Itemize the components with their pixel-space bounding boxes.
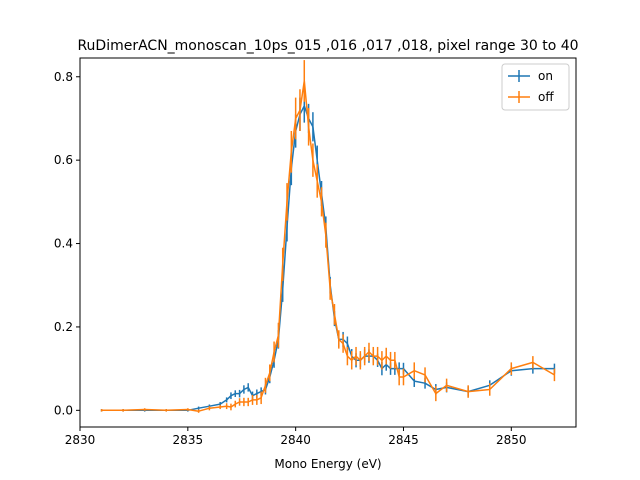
y-axis: 0.0 0.2 0.4 0.6 0.8 [54, 70, 80, 417]
legend-label-on: on [538, 69, 553, 83]
y-tick-label: 0.6 [54, 153, 73, 167]
x-tick-label: 2845 [388, 433, 419, 447]
x-axis-label: Mono Energy (eV) [274, 457, 381, 471]
plot-area [79, 57, 577, 428]
legend-label-off: off [538, 90, 554, 104]
series-off [100, 60, 556, 413]
y-tick-label: 0.2 [54, 320, 73, 334]
series-line-off [101, 80, 555, 412]
y-tick-label: 0.4 [54, 237, 73, 251]
x-axis: 2830 2835 2840 2845 2850 [65, 427, 527, 447]
y-tick-label: 0.0 [54, 403, 73, 417]
series-line-on [101, 105, 555, 412]
chart-title: RuDimerACN_monoscan_10ps_015 ,016 ,017 ,… [77, 38, 578, 54]
series-on [100, 89, 556, 412]
plot-frame [79, 57, 577, 428]
legend: on off [501, 63, 570, 111]
x-tick-label: 2835 [173, 433, 204, 447]
legend-box [501, 63, 570, 111]
x-tick-label: 2850 [496, 433, 527, 447]
x-tick-label: 2840 [280, 433, 311, 447]
y-tick-label: 0.8 [54, 70, 73, 84]
x-tick-label: 2830 [65, 433, 96, 447]
